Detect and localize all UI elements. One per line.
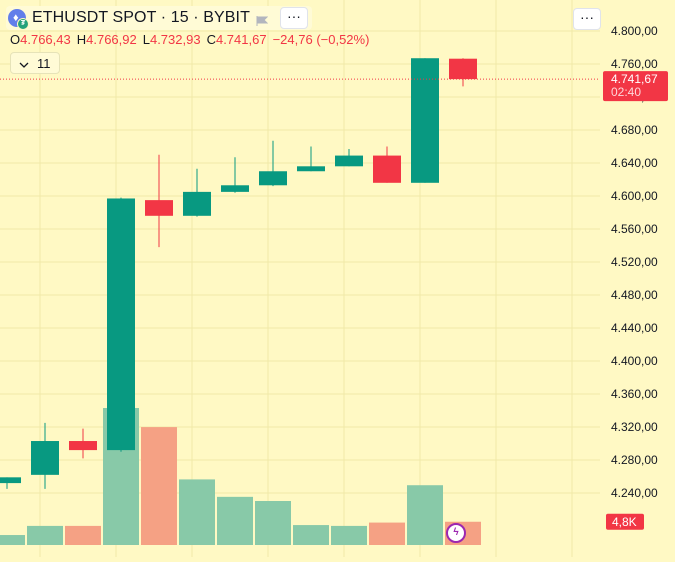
indicator-count: 11 xyxy=(37,55,51,71)
volume-bar xyxy=(369,522,405,545)
candle-body xyxy=(373,155,401,183)
volume-bar xyxy=(331,525,367,545)
volume-bar xyxy=(179,479,215,545)
price-tick-label: 4.560,00 xyxy=(611,222,658,236)
price-tick-label: 4.640,00 xyxy=(611,156,658,170)
candle-body xyxy=(449,58,477,80)
volume-bar xyxy=(255,500,291,545)
price-tick-label: 4.400,00 xyxy=(611,354,658,368)
volume-bars xyxy=(0,408,481,545)
volume-bar xyxy=(141,427,177,545)
price-tick-label: 4.760,00 xyxy=(611,57,658,71)
flag-icon[interactable] xyxy=(256,13,269,26)
candle-body xyxy=(107,198,135,451)
more-button[interactable]: ··· xyxy=(279,7,308,29)
ohlc-legend: O4.766,43 H4.766,92 L4.732,93 C4.741,67 … xyxy=(10,32,369,47)
lightning-icon[interactable]: ϟ xyxy=(446,523,466,543)
volume-bar xyxy=(65,525,101,545)
volume-bar xyxy=(407,485,443,545)
volume-badge xyxy=(606,513,644,530)
grid xyxy=(0,0,600,557)
price-tick-label: 4.240,00 xyxy=(611,486,658,500)
candle-body xyxy=(221,185,249,192)
volume-bar xyxy=(0,535,25,545)
candle-body xyxy=(145,200,173,216)
symbol-title[interactable]: ETHUSDT SPOT · 15 · BYBIT xyxy=(32,9,250,26)
close-label: C xyxy=(206,32,216,47)
symbol-header[interactable]: ♦ ₮ ETHUSDT SPOT · 15 · BYBIT ··· xyxy=(6,6,312,30)
close-value: 4.741,67 xyxy=(215,32,267,47)
candle-body xyxy=(31,441,59,475)
high-label: H xyxy=(76,32,87,47)
chart-menu-button[interactable]: ··· xyxy=(573,8,601,30)
candle-body xyxy=(411,58,439,183)
price-tick-label: 4.800,00 xyxy=(611,24,658,38)
chevron-down-icon[interactable] xyxy=(19,56,29,71)
candle-body xyxy=(335,155,363,167)
price-tick-label: 4.600,00 xyxy=(611,189,658,203)
high-value: 4.766,92 xyxy=(86,32,137,47)
low-value: 4.732,93 xyxy=(149,32,201,47)
last-price-value: 4.741,67 xyxy=(611,72,658,86)
volume-bar xyxy=(27,525,63,545)
candles xyxy=(0,58,477,489)
volume-badge-value: 4,8K xyxy=(612,515,637,529)
open-value: 4.766,43 xyxy=(20,32,71,47)
indicator-toggle[interactable]: 11 xyxy=(10,52,60,74)
price-countdown: 02:40 xyxy=(611,85,641,99)
candle-body xyxy=(183,191,211,216)
price-tick-label: 4.480,00 xyxy=(611,288,658,302)
low-label: L xyxy=(142,32,150,47)
candle-body xyxy=(259,171,287,186)
price-tick-label: 4.360,00 xyxy=(611,387,658,401)
price-tick-label: 4.320,00 xyxy=(611,420,658,434)
volume-bar xyxy=(293,525,329,545)
last-price-badge xyxy=(603,71,668,102)
tether-icon: ₮ xyxy=(17,18,29,30)
ethereum-icon: ♦ ₮ xyxy=(8,9,29,30)
candle-body xyxy=(0,477,21,484)
candle-body xyxy=(69,441,97,451)
price-tick-label: 4.520,00 xyxy=(611,255,658,269)
price-tick-label: 4.680,00 xyxy=(611,123,658,137)
change-value: −24,76 (−0,52%) xyxy=(272,32,370,47)
volume-bar xyxy=(217,496,253,545)
price-tick-label: 4.440,00 xyxy=(611,321,658,335)
candle-body xyxy=(297,166,325,172)
open-label: O xyxy=(10,32,21,47)
price-tick-label: 4.280,00 xyxy=(611,453,658,467)
